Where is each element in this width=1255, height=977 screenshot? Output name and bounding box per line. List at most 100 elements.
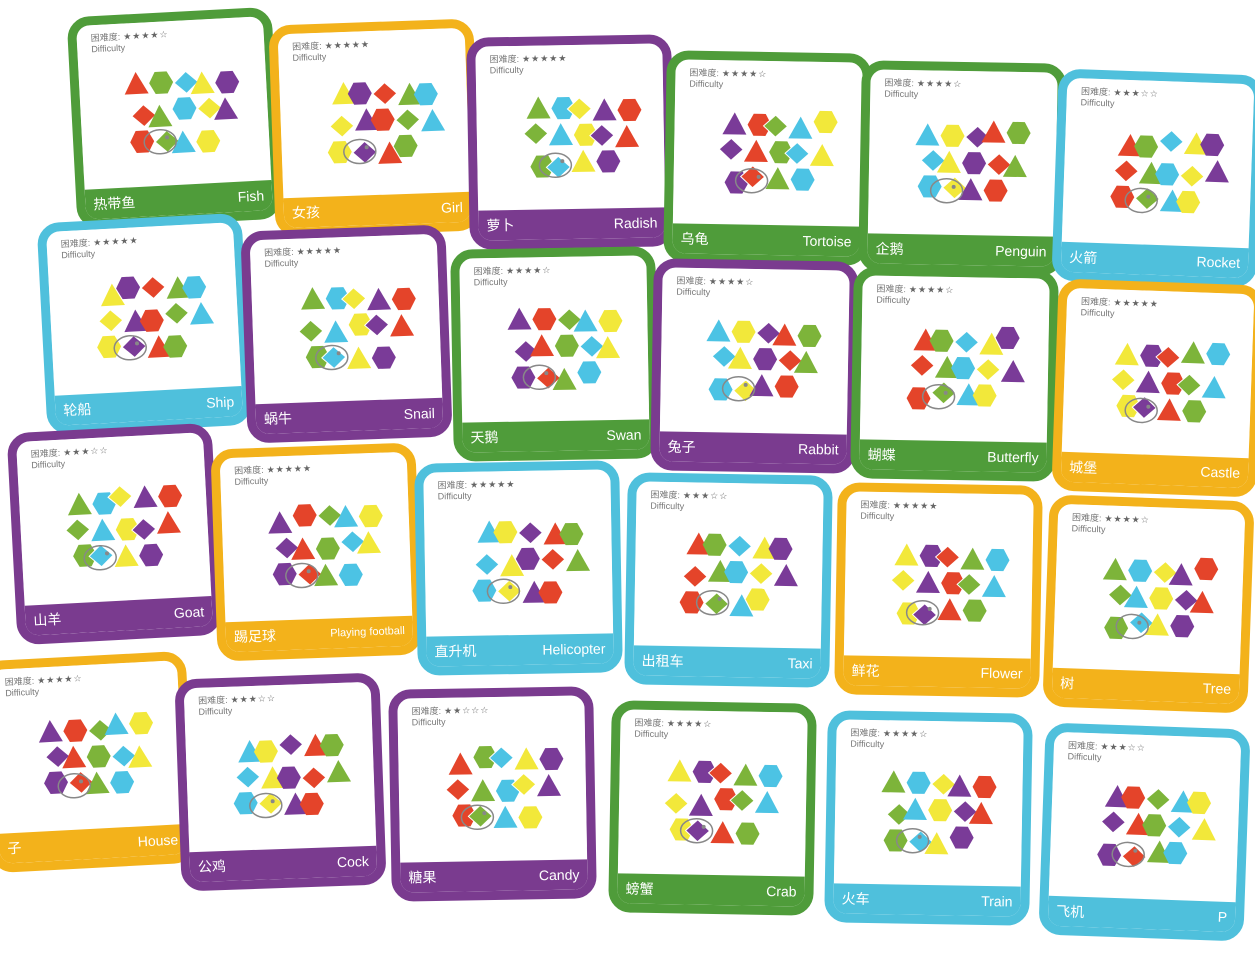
card-candy: 困难度: ★★☆☆☆ Difficulty 糖果 Candy [388,686,597,902]
pattern-hexagon [530,155,555,178]
pattern-rhombus [488,746,515,770]
pattern-triangle [552,367,577,391]
difficulty-stars: ★★★★☆ [666,718,713,729]
pattern-hexagon [539,747,564,771]
pattern-triangle [327,759,352,783]
pattern-triangle [166,276,191,299]
pattern-rhombus [258,791,284,816]
pattern-hexagon [292,504,317,527]
pattern-rhombus [1145,787,1171,812]
card-house: 困难度: ★★★★☆ Difficulty 子 House [0,650,197,874]
card-name-en: Rocket [1196,253,1241,271]
pattern-hexagon [139,309,164,332]
card-name-en: Candy [538,866,580,884]
difficulty-label-cn: 困难度: [689,67,720,79]
pattern-block-picture [233,732,352,816]
pattern-triangle [1156,398,1181,421]
line-drawing-icon [734,167,769,194]
difficulty-label-en: Difficulty [1080,307,1115,319]
pattern-triangle [722,112,747,135]
card-footer: 兔子 Rabbit [659,431,847,465]
pattern-triangle [124,71,149,95]
pattern-block-picture [906,326,1025,410]
pattern-hexagon [753,348,778,371]
difficulty-stars: ★★★★★ [92,235,139,248]
pattern-hexagon [797,324,822,348]
difficulty-rating: 困难度: ★★★★★ Difficulty [60,235,139,261]
pattern-triangle [1189,590,1214,614]
line-drawing-icon [143,129,177,155]
difficulty-stars: ★★★★☆ [916,78,963,89]
pattern-hexagon [1140,344,1165,367]
difficulty-rating: 困难度: ★★★★★ Difficulty [1080,296,1159,321]
line-drawing-icon [1124,187,1158,214]
pattern-rhombus [784,141,810,166]
card-footer: 螃蟹 Crab [617,873,805,907]
card-footer: 天鹅 Swan [462,419,650,453]
line-drawing-icon [895,827,930,854]
pattern-block-picture [472,520,591,604]
pattern-triangle [378,141,403,164]
pattern-triangle [960,547,985,570]
card-footer: 火箭 Rocket [1060,241,1249,279]
difficulty-label-cn: 困难度: [860,499,891,511]
difficulty-rating: 困难度: ★★★★★ Difficulty [860,500,938,523]
pattern-rhombus [975,357,1001,382]
difficulty-stars: ★★★★★ [469,479,516,490]
pattern-triangle [398,82,423,106]
pattern-triangle [268,511,293,534]
card-name-en: Castle [1200,463,1241,481]
pattern-triangle [1170,790,1195,813]
pattern-triangle [493,805,518,828]
line-drawing-icon [249,792,283,819]
difficulty-rating: 困难度: ★★★★☆ Difficulty [1071,512,1150,537]
pattern-block-picture [706,319,822,403]
pattern-rhombus [329,114,355,138]
pattern-triangle [956,383,981,406]
difficulty-label-en: Difficulty [860,510,895,522]
difficulty-label-en: Difficulty [876,294,911,306]
pattern-triangle [752,536,777,559]
line-drawing-icon [113,335,147,361]
difficulty-rating: 困难度: ★★★★☆ Difficulty [884,78,962,101]
pattern-hexagon [319,733,344,757]
card-name-cn: 兔子 [667,438,696,455]
pattern-triangle [355,108,380,131]
line-drawing-icon [921,383,956,410]
card-fish: 困难度: ★★★★☆ Difficulty 热带鱼 Fish [66,6,283,230]
pattern-hexagon [669,818,694,841]
card-name-en: Goat [173,603,205,621]
pattern-triangle [754,790,779,814]
difficulty-stars: ★★★☆☆ [62,445,109,458]
card-name-en: Butterfly [987,448,1039,466]
pattern-triangle [1183,132,1208,155]
pattern-hexagon [413,82,438,106]
difficulty-label-cn: 困难度: [876,283,907,295]
pattern-hexagon [182,276,207,299]
pattern-triangle [686,532,711,555]
pattern-rhombus [163,301,190,325]
pattern-hexagon [758,764,783,788]
pattern-hexagon [86,745,111,768]
card-picture-area: 困难度: ★★★★★ Difficulty [46,222,242,396]
difficulty-label-en: Difficulty [650,500,685,512]
pattern-triangle [314,563,339,587]
pattern-rhombus [1166,815,1192,839]
card-name-cn: 鲜花 [851,662,880,679]
pattern-rhombus [277,732,304,757]
pattern-hexagon [790,168,815,191]
pattern-triangle [749,374,774,397]
pattern-triangle [1191,818,1216,841]
pattern-triangle [706,319,731,342]
card-name-cn: 乌龟 [680,230,709,247]
pattern-hexagon [299,792,324,816]
difficulty-rating: 困难度: ★★★★★ Difficulty [234,463,313,488]
card-rabbit: 困难度: ★★★★☆ Difficulty 兔子 Rabbit [650,258,859,474]
pattern-hexagon [731,320,756,343]
difficulty-stars: ★★★★★ [521,53,568,64]
card-butterfly: 困难度: ★★★★☆ Difficulty 蝴蝶 Butterfly [850,266,1059,482]
card-footer: 出租车 Taxi [633,645,821,679]
difficulty-stars: ★★★☆☆ [682,490,729,501]
difficulty-rating: 困难度: ★★★☆☆ Difficulty [650,490,728,513]
pattern-rhombus [1100,810,1127,834]
